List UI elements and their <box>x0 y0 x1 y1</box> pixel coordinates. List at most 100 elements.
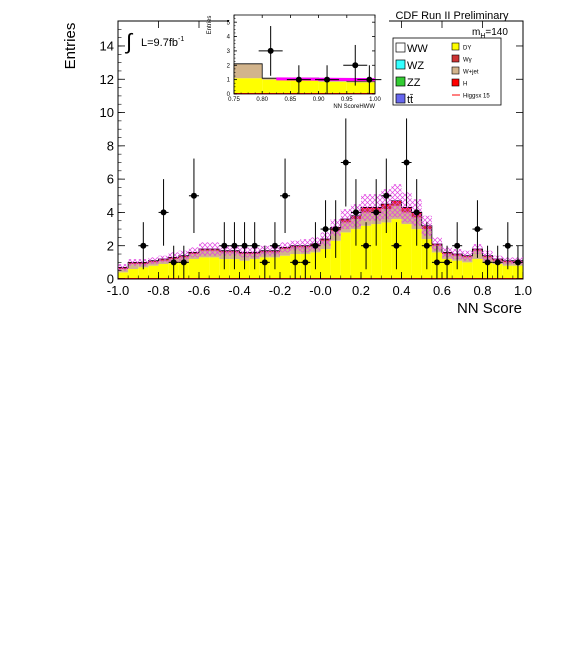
stack-bar-DY-3 <box>148 265 159 279</box>
main-data-points <box>138 118 523 279</box>
uncertainty-bin-8 <box>199 242 210 256</box>
stack-bar-DY-38 <box>502 265 513 279</box>
data-point-1 <box>160 209 167 216</box>
data-point-19 <box>363 242 370 249</box>
uncertainty-bin-31 <box>431 237 442 251</box>
stack-bar-DY-4 <box>158 264 169 279</box>
x-tick-label-2: -0.6 <box>188 283 210 298</box>
data-point-3 <box>352 62 359 69</box>
legend-label-H: H <box>463 82 467 88</box>
stack-bar-Wjet-0 <box>234 63 263 79</box>
data-point-1 <box>295 76 302 83</box>
data-point-22 <box>393 242 400 249</box>
legend-label-W: Wγ <box>463 58 472 64</box>
x-tick-label-4: 0.95 <box>341 97 353 103</box>
legend-swatch-WW <box>395 42 406 53</box>
data-point-10 <box>271 242 278 249</box>
legend-swatch-WZ <box>395 59 406 70</box>
data-point-16 <box>332 226 339 233</box>
stack-bar-DY-33 <box>452 260 463 279</box>
stack-bar-DY-3 <box>318 81 347 94</box>
uncertainty-bin-34 <box>462 250 473 261</box>
data-point-28 <box>454 242 461 249</box>
data-point-27 <box>444 259 451 266</box>
data-point-13 <box>302 259 309 266</box>
data-point-29 <box>474 226 481 233</box>
stack-bar-Wjet-4 <box>346 81 375 83</box>
stack-bar-Wjet-3 <box>318 80 347 82</box>
x-tick-label-6: 0.2 <box>352 283 370 298</box>
x-tick-label-7: 0.4 <box>392 283 410 298</box>
stack-bar-DY-34 <box>462 262 473 279</box>
stack-bar-DY-4 <box>346 82 375 94</box>
data-point-4 <box>190 192 197 199</box>
data-point-26 <box>433 259 440 266</box>
legend-swatch-tt <box>395 93 406 104</box>
inset-y-axis-label: Entries <box>207 16 213 35</box>
uncertainty-bin-4 <box>158 255 169 263</box>
stack-bar-DY-35 <box>472 259 483 279</box>
stack-bar-DY-16 <box>280 255 291 279</box>
stack-bar-DY-7 <box>188 259 199 279</box>
data-point-11 <box>282 192 289 199</box>
data-point-7 <box>241 242 248 249</box>
stack-bar-DY-21 <box>330 240 341 279</box>
y-tick-label-4: 8 <box>107 138 114 153</box>
legend-label-DY: DY <box>463 46 471 52</box>
y-tick-label-7: 14 <box>100 39 114 54</box>
chart-title: CDF Run II Preliminary <box>395 10 509 22</box>
stack-bar-DY-22 <box>340 232 351 279</box>
stack-bar-Wjet-0 <box>118 269 129 273</box>
data-point-32 <box>504 242 511 249</box>
main-plot: -1.0 -0.8 -0.6 -0.4 -0.2 -0.0 0.2 0.4 0.6 0.8 1.0 … <box>62 20 532 317</box>
data-point-12 <box>292 259 299 266</box>
uncertainty-bin-27 <box>391 184 402 218</box>
uncertainty-bin-3 <box>148 257 159 265</box>
stack-bar-DY-0 <box>118 272 129 279</box>
y-tick-label-2: 4 <box>107 205 114 220</box>
x-tick-label-8: 0.6 <box>433 283 451 298</box>
data-point-14 <box>312 242 319 249</box>
legend-swatch-W <box>451 54 460 63</box>
x-tick-label-10: 1.0 <box>514 283 532 298</box>
data-point-3 <box>180 259 187 266</box>
x-tick-label-5: -0.0 <box>309 283 331 298</box>
data-point-30 <box>484 259 491 266</box>
integral-symbol: ∫ <box>124 29 134 54</box>
luminosity-exponent: -1 <box>178 36 184 43</box>
y-tick-label-0: 0 <box>107 272 114 287</box>
y-tick-label-3: 3 <box>227 49 231 55</box>
svg-text:mH=140: mH=140 <box>472 27 508 40</box>
data-point-6 <box>231 242 238 249</box>
stack-bar-DY-23 <box>350 229 361 279</box>
data-point-33 <box>514 259 521 266</box>
stack-bar-DY-2 <box>290 79 319 94</box>
legend-swatch-ZZ <box>395 76 406 87</box>
x-tick-label-0: 0.75 <box>228 97 240 103</box>
legend-label-WZ: WZ <box>407 60 424 72</box>
inset-x-axis-label: NN ScoreHWW <box>333 104 375 110</box>
y-tick-label-3: 6 <box>107 172 114 187</box>
x-tick-label-3: 0.90 <box>313 97 325 103</box>
stack-bar-DY-25 <box>371 224 382 279</box>
data-point-21 <box>383 192 390 199</box>
stack-bar-Wjet-1 <box>128 264 139 270</box>
data-point-20 <box>373 209 380 216</box>
y-axis-label: Entries <box>62 23 79 70</box>
data-point-18 <box>352 209 359 216</box>
inset-x-axis: 0.75 0.80 0.85 0.90 0.95 1.00 <box>228 15 381 103</box>
inset-y-axis: 0 1 2 3 4 5 <box>227 14 375 98</box>
y-tick-label-0: 0 <box>227 92 231 98</box>
stack-bar-DY-8 <box>199 257 210 279</box>
legend-swatch-H <box>451 78 460 87</box>
data-point-5 <box>221 242 228 249</box>
stack-bar-DY-28 <box>401 224 412 279</box>
x-tick-label-9: 0.8 <box>473 283 491 298</box>
uncertainty-bin-22 <box>340 209 351 230</box>
y-tick-label-1: 2 <box>107 238 114 253</box>
data-point-0 <box>267 47 274 54</box>
main-x-axis: -1.0 -0.8 -0.6 -0.4 -0.2 -0.0 0.2 0.4 0.6 0.8 1.0 <box>107 21 532 298</box>
y-tick-label-2: 2 <box>227 63 231 69</box>
